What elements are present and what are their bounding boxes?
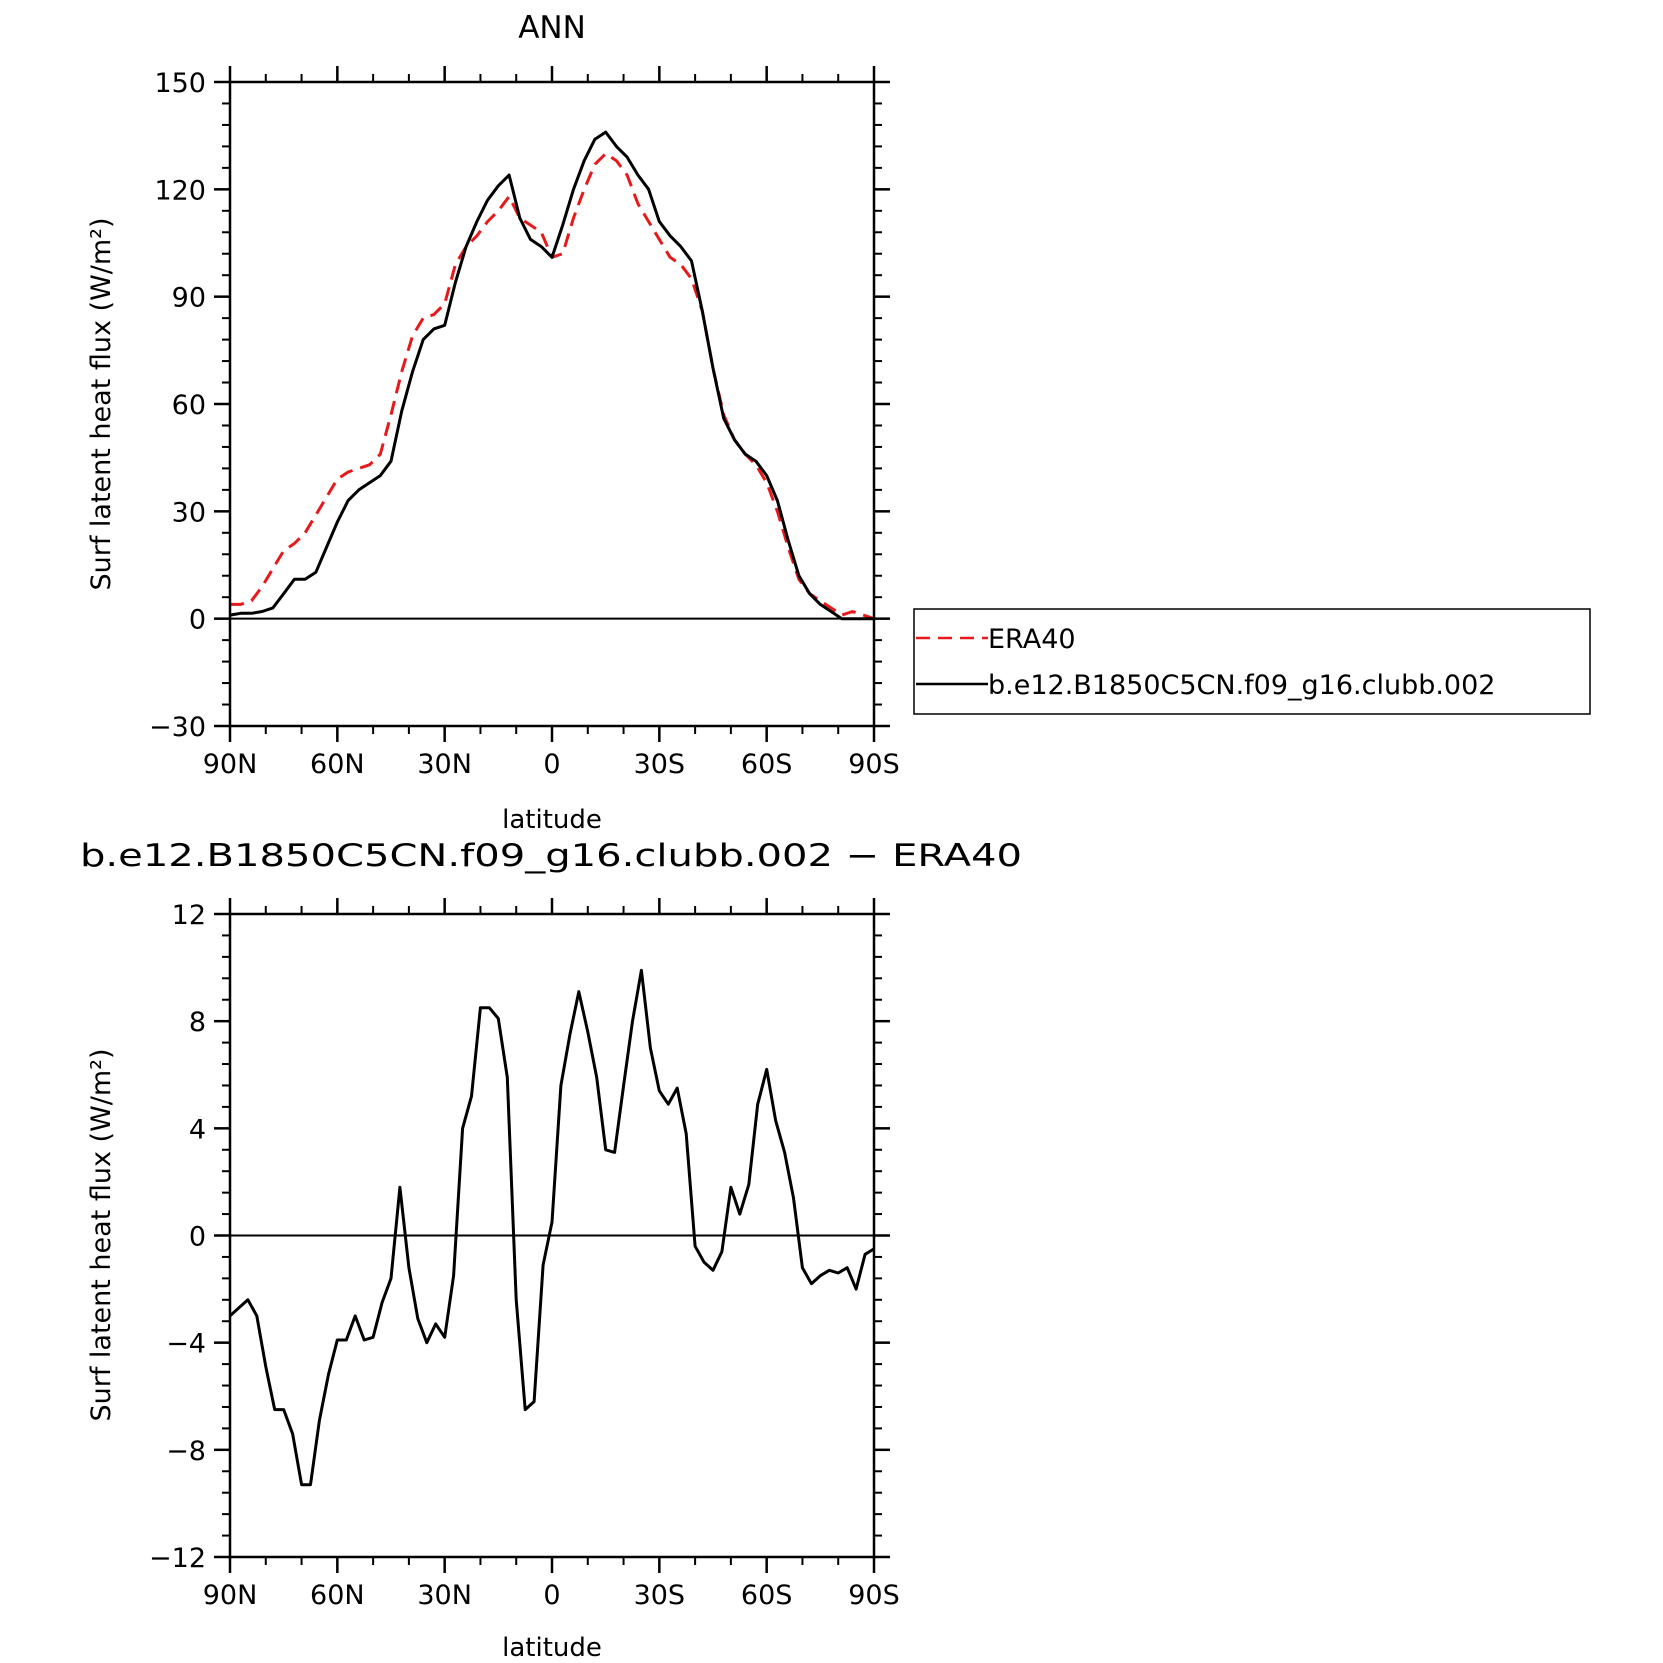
x-tick-label: 0 [543,1580,560,1611]
panel-annual-mean: ANN −30 0 30 60 90 120 150 90N 60N 30N 0 30S 60S 90S… [86,10,1591,835]
y-tick-label: −4 [166,1329,206,1360]
panel2-ticks [214,898,890,1573]
x-tick-label: 60N [310,1580,365,1611]
x-tick-label: 90N [203,749,258,780]
panel1-y-axis-label: Surf latent heat flux (W/m²) [86,217,117,590]
y-tick-label: −12 [149,1543,206,1574]
panel2-plot-frame [228,912,876,1559]
series-line-difference [228,968,875,1487]
y-tick-label: 4 [189,1114,206,1145]
x-tick-label: 60S [741,749,793,780]
panel2-y-tick-labels: −12 −8 −4 0 4 8 12 [149,900,206,1574]
legend-label-model: b.e12.B1850C5CN.f09_g16.clubb.002 [988,670,1495,701]
legend-label-era40: ERA40 [988,624,1076,655]
x-tick-label: 30S [634,749,686,780]
panel1-title: ANN [518,10,586,46]
x-tick-label: 60S [741,1580,793,1611]
y-tick-label: 0 [189,1222,206,1253]
x-tick-label: 30S [634,1580,686,1611]
x-tick-label: 30N [417,749,472,780]
legend: ERA40 b.e12.B1850C5CN.f09_g16.clubb.002 [913,608,1591,715]
y-tick-label: 120 [154,175,206,206]
panel1-ticks [214,66,890,742]
panel2-x-axis-label: latitude [502,1633,602,1663]
y-tick-label: 90 [172,283,206,314]
y-tick-label: −30 [149,712,206,743]
panel2-title: b.e12.B1850C5CN.f09_g16.clubb.002 − ERA4… [80,838,1022,874]
panel1-series [229,130,875,621]
x-tick-label: 0 [543,749,560,780]
x-tick-label: 90S [848,1580,900,1611]
panel1-x-tick-labels: 90N 60N 30N 0 30S 60S 90S [203,749,900,780]
y-tick-label: 12 [172,900,206,931]
panel1-plot-frame [228,80,876,728]
x-tick-label: 90S [848,749,900,780]
series-line-b-e12-b1850c5cn-f09-g16-clubb-002 [229,130,874,621]
y-tick-label: −8 [166,1436,206,1467]
y-tick-label: 60 [172,390,206,421]
panel2-y-axis-label: Surf latent heat flux (W/m²) [86,1048,117,1421]
panel2-x-tick-labels: 90N 60N 30N 0 30S 60S 90S [203,1580,900,1611]
panel1-y-tick-labels: −30 0 30 60 90 120 150 [149,68,206,743]
panel-difference: b.e12.B1850C5CN.f09_g16.clubb.002 − ERA4… [80,838,1022,1663]
x-tick-label: 90N [203,1580,258,1611]
y-tick-label: 8 [189,1007,206,1038]
y-tick-label: 0 [189,605,206,636]
y-tick-label: 150 [154,68,206,99]
y-tick-label: 30 [172,497,206,528]
panel2-series [228,968,875,1487]
legend-box [913,608,1591,715]
panel1-x-axis-label: latitude [502,805,602,835]
x-tick-label: 30N [417,1580,472,1611]
x-tick-label: 60N [310,749,365,780]
